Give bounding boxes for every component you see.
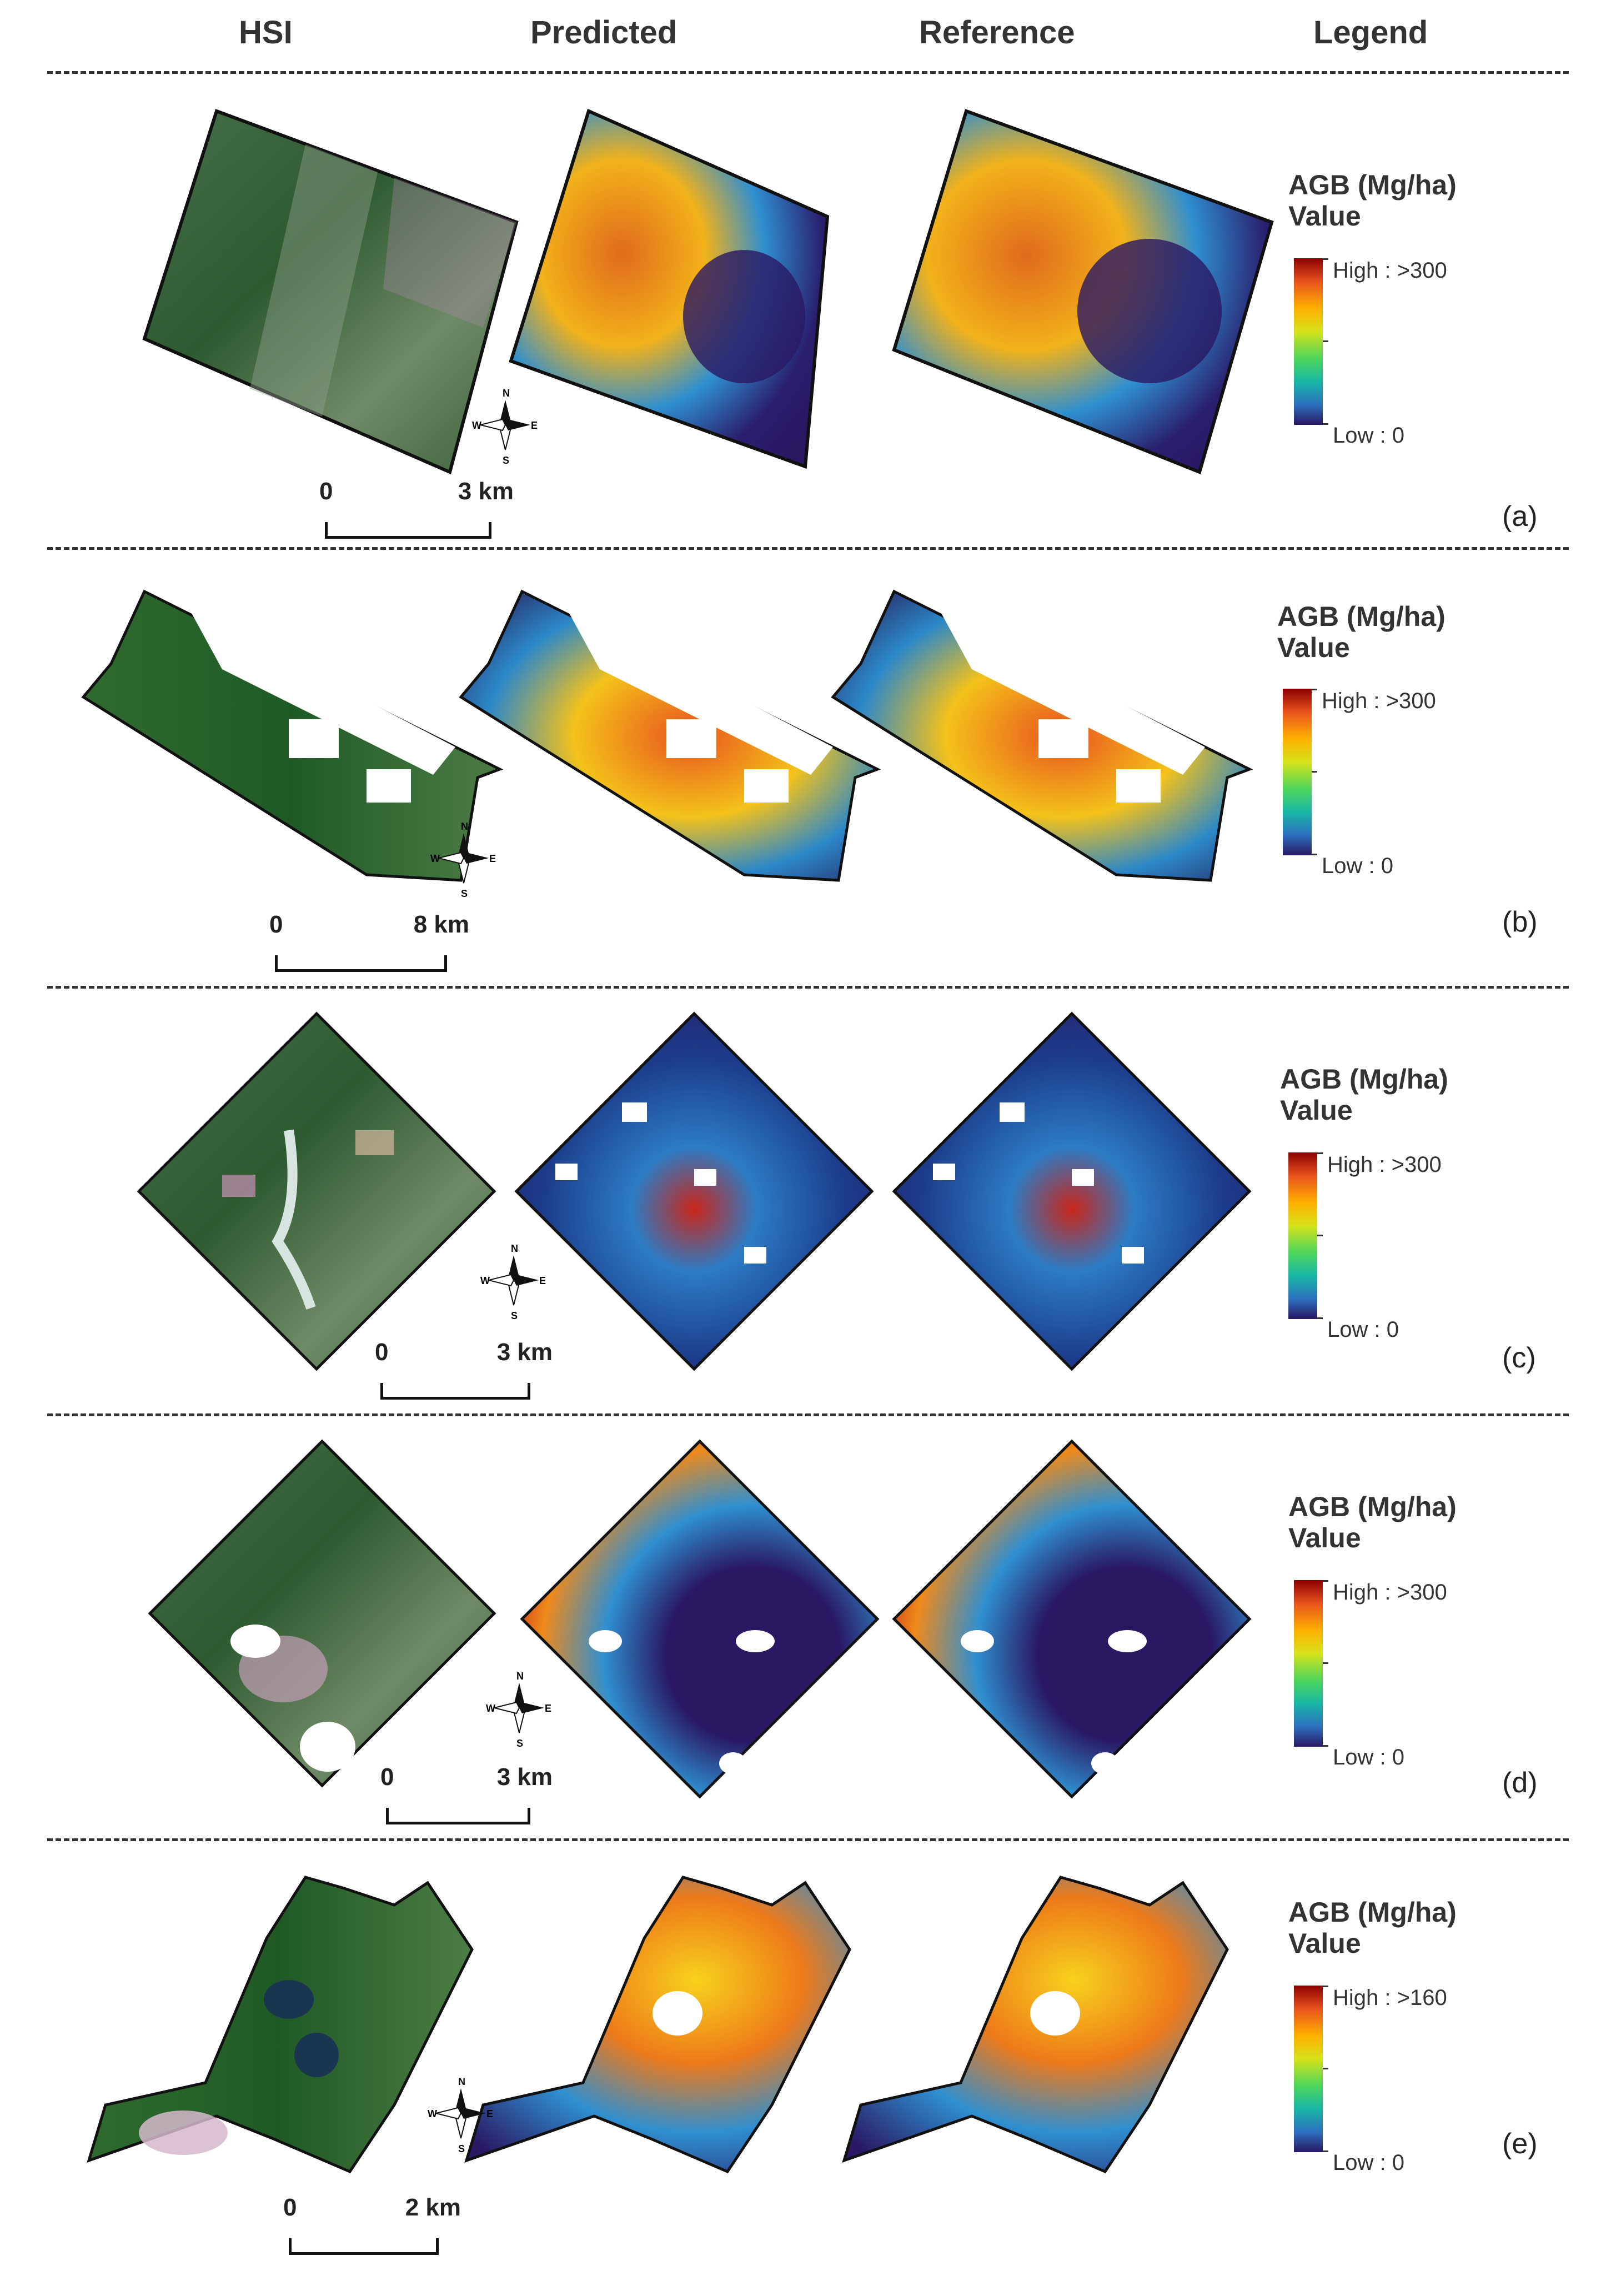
north-arrow-compass-icon-b: N S W E <box>430 816 497 900</box>
reference-map-b <box>831 589 1253 882</box>
svg-text:E: E <box>486 2108 493 2119</box>
reference-map-d <box>892 1439 1252 1799</box>
legend-low-a: Low : 0 <box>1333 423 1404 448</box>
colorbar-d <box>1294 1580 1328 1747</box>
legend-title-a: AGB (Mg/ha) Value <box>1288 169 1457 232</box>
svg-text:W: W <box>472 420 481 431</box>
scale-bar-a: 0 3 km <box>319 478 514 539</box>
predicted-map-a <box>509 108 830 469</box>
hsi-map-d <box>148 1439 496 1788</box>
divider-ab <box>47 547 1569 550</box>
legend-low-e: Low : 0 <box>1333 2150 1404 2175</box>
legend-low-c: Low : 0 <box>1327 1317 1399 1342</box>
reference-map-a <box>892 109 1274 475</box>
hsi-map-b <box>81 589 504 882</box>
header-hsi: HSI <box>239 14 293 51</box>
legend-high-d: High : >300 <box>1333 1580 1447 1605</box>
header-reference: Reference <box>919 14 1075 51</box>
scale-bar-d: 0 3 km <box>380 1763 553 1824</box>
legend-high-c: High : >300 <box>1327 1152 1442 1177</box>
svg-text:E: E <box>489 853 496 864</box>
scale-bar-e: 0 2 km <box>283 2194 461 2255</box>
predicted-map-d <box>520 1439 880 1799</box>
svg-text:N: N <box>511 1243 518 1254</box>
legend-low-b: Low : 0 <box>1322 854 1393 878</box>
divider-de <box>47 1838 1569 1841</box>
panel-label-b: (b) <box>1502 906 1538 938</box>
svg-text:S: S <box>503 455 509 466</box>
panel-label-a: (a) <box>1502 500 1538 533</box>
svg-text:N: N <box>516 1671 524 1682</box>
panel-label-e: (e) <box>1502 2128 1538 2160</box>
predicted-map-b <box>459 589 881 882</box>
legend-title-c: AGB (Mg/ha) Value <box>1280 1064 1448 1126</box>
svg-text:E: E <box>545 1703 551 1714</box>
legend-title-e: AGB (Mg/ha) Value <box>1288 1897 1457 1959</box>
colorbar-a <box>1294 258 1328 425</box>
svg-text:E: E <box>531 420 538 431</box>
reference-map-c <box>892 1011 1252 1371</box>
north-arrow-compass-icon-a: N S W E <box>472 383 539 467</box>
scale-bar-b: 0 8 km <box>269 911 469 972</box>
svg-text:W: W <box>480 1275 490 1286</box>
header-predicted: Predicted <box>530 14 677 51</box>
svg-text:W: W <box>486 1703 495 1714</box>
colorbar-e <box>1294 1986 1328 2152</box>
panel-label-d: (d) <box>1502 1767 1538 1799</box>
scale-bar-c: 0 3 km <box>375 1339 553 1400</box>
svg-text:N: N <box>458 2076 465 2087</box>
reference-map-e <box>842 1876 1229 2174</box>
predicted-map-c <box>514 1011 874 1371</box>
svg-text:S: S <box>516 1738 523 1749</box>
divider-top <box>47 71 1569 74</box>
north-arrow-compass-icon-d: N S W E <box>486 1666 553 1749</box>
svg-text:S: S <box>458 2143 465 2154</box>
svg-text:N: N <box>503 388 510 399</box>
divider-bc <box>47 986 1569 989</box>
svg-text:W: W <box>428 2108 437 2119</box>
header-legend: Legend <box>1313 14 1428 51</box>
predicted-map-e <box>464 1876 851 2174</box>
colorbar-b <box>1283 689 1317 855</box>
svg-text:S: S <box>461 888 468 899</box>
svg-text:S: S <box>511 1310 518 1321</box>
north-arrow-compass-icon-c: N S W E <box>480 1239 547 1322</box>
colorbar-c <box>1288 1152 1323 1319</box>
legend-title-d: AGB (Mg/ha) Value <box>1288 1491 1457 1553</box>
panel-label-c: (c) <box>1502 1342 1536 1374</box>
legend-high-e: High : >160 <box>1333 1986 1447 2010</box>
hsi-map-c <box>137 1011 496 1371</box>
hsi-map-e <box>87 1876 474 2174</box>
hsi-map-a <box>142 109 519 475</box>
svg-text:E: E <box>539 1275 546 1286</box>
divider-cd <box>47 1413 1569 1416</box>
legend-high-b: High : >300 <box>1322 689 1436 713</box>
legend-high-a: High : >300 <box>1333 258 1447 283</box>
legend-low-d: Low : 0 <box>1333 1745 1404 1769</box>
legend-title-b: AGB (Mg/ha) Value <box>1277 601 1446 663</box>
north-arrow-compass-icon-e: N S W E <box>428 2072 494 2155</box>
svg-text:N: N <box>461 821 468 832</box>
svg-text:W: W <box>430 853 440 864</box>
